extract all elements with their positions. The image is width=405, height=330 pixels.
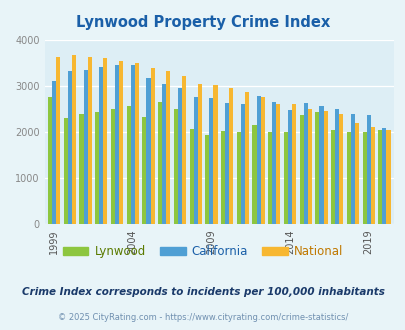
Bar	[382, 128, 386, 224]
Bar	[209, 98, 213, 224]
Bar	[115, 65, 119, 224]
Bar	[323, 111, 327, 224]
Bar	[213, 85, 217, 224]
Bar	[130, 65, 134, 224]
Bar	[83, 70, 87, 224]
Bar	[189, 129, 193, 224]
Bar	[287, 110, 291, 224]
Bar	[377, 130, 382, 224]
Bar	[240, 104, 244, 224]
Bar	[256, 96, 260, 224]
Bar	[319, 106, 323, 224]
Bar	[315, 112, 319, 224]
Text: Lynwood Property Crime Index: Lynwood Property Crime Index	[76, 15, 329, 30]
Bar	[354, 123, 358, 224]
Bar	[362, 132, 366, 224]
Bar	[162, 84, 166, 224]
Bar	[252, 125, 256, 224]
Bar	[111, 109, 115, 224]
Bar	[119, 61, 123, 224]
Bar	[150, 68, 154, 224]
Bar	[299, 115, 303, 224]
Bar	[303, 103, 307, 224]
Bar	[335, 109, 339, 224]
Legend: Lynwood, California, National: Lynwood, California, National	[58, 240, 347, 263]
Bar	[244, 92, 248, 224]
Bar	[283, 132, 287, 224]
Bar	[267, 132, 272, 224]
Bar	[52, 81, 56, 224]
Bar	[177, 88, 181, 224]
Bar	[173, 109, 177, 224]
Bar	[228, 88, 232, 224]
Bar	[103, 58, 107, 224]
Bar	[193, 97, 197, 224]
Bar	[181, 76, 185, 224]
Bar	[272, 102, 276, 224]
Bar	[386, 130, 390, 224]
Bar	[260, 97, 264, 224]
Bar	[276, 104, 280, 224]
Bar	[205, 135, 209, 224]
Bar	[350, 115, 354, 224]
Text: © 2025 CityRating.com - https://www.cityrating.com/crime-statistics/: © 2025 CityRating.com - https://www.city…	[58, 313, 347, 322]
Bar	[64, 118, 68, 224]
Bar	[126, 106, 130, 224]
Bar	[224, 103, 228, 224]
Bar	[220, 131, 224, 224]
Bar	[346, 132, 350, 224]
Bar	[366, 115, 370, 224]
Bar	[72, 55, 76, 224]
Bar	[134, 63, 139, 224]
Bar	[166, 71, 170, 224]
Bar	[330, 130, 335, 224]
Bar	[197, 84, 201, 224]
Bar	[79, 114, 83, 224]
Bar	[68, 72, 72, 224]
Bar	[307, 109, 311, 224]
Bar	[236, 132, 240, 224]
Bar	[158, 102, 162, 224]
Bar	[87, 57, 92, 224]
Bar	[291, 104, 295, 224]
Bar	[48, 97, 52, 224]
Bar	[339, 115, 343, 224]
Bar	[142, 117, 146, 224]
Bar	[146, 79, 150, 224]
Bar	[99, 67, 103, 224]
Bar	[95, 112, 99, 224]
Text: Crime Index corresponds to incidents per 100,000 inhabitants: Crime Index corresponds to incidents per…	[21, 287, 384, 297]
Bar	[370, 127, 374, 224]
Bar	[56, 57, 60, 224]
